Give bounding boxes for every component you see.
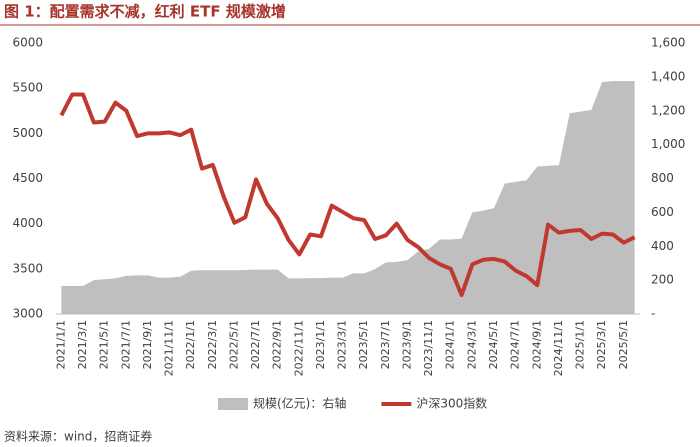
x-tick-label: 2021/1/1 <box>54 320 67 369</box>
x-tick-label: 2024/9/1 <box>530 320 543 369</box>
y-tick-label: 3000 <box>12 307 43 321</box>
x-tick-label: 2025/3/1 <box>595 320 608 369</box>
y2-tick-label: 200 <box>651 273 674 287</box>
x-tick-label: 2021/11/1 <box>163 320 176 376</box>
x-tick-label: 2021/3/1 <box>76 320 89 369</box>
x-tick-label: 2023/5/1 <box>357 320 370 369</box>
x-tick-label: 2022/5/1 <box>227 320 240 369</box>
y-tick-label: 4500 <box>12 171 43 185</box>
x-tick-label: 2025/1/1 <box>574 320 587 369</box>
source-note: 资料来源：wind，招商证券 <box>4 429 152 444</box>
x-tick-label: 2022/9/1 <box>271 320 284 369</box>
x-tick-label: 2021/7/1 <box>119 320 132 369</box>
x-tick-label: 2023/7/1 <box>379 320 392 369</box>
y2-tick-label: 1,400 <box>651 69 685 83</box>
x-tick-label: 2023/11/1 <box>422 320 435 376</box>
x-tick-label: 2022/11/1 <box>292 320 305 376</box>
y2-tick-label: - <box>651 307 655 321</box>
x-tick-label: 2024/5/1 <box>487 320 500 369</box>
x-tick-label: 2024/7/1 <box>509 320 522 369</box>
area <box>61 81 635 314</box>
x-tick-label: 2024/1/1 <box>444 320 457 369</box>
x-tick-label: 2023/3/1 <box>336 320 349 369</box>
x-tick-label: 2024/3/1 <box>465 320 478 369</box>
x-tick-label: 2021/9/1 <box>141 320 154 369</box>
line <box>59 92 636 298</box>
x-tick-label: 2021/5/1 <box>98 320 111 369</box>
y2-tick-label: 400 <box>651 239 674 253</box>
y2-tick-label: 1,000 <box>651 137 685 151</box>
x-tick-label: 2023/1/1 <box>314 320 327 369</box>
x-tick-label: 2024/11/1 <box>552 320 565 376</box>
y-tick-label: 4000 <box>12 216 43 230</box>
y2-tick-label: 1,600 <box>651 36 685 50</box>
y-tick-label: 6000 <box>12 36 43 50</box>
legend-label: 沪深300指数 <box>416 396 487 411</box>
legend-swatch <box>218 398 248 410</box>
chart-title: 图 1：配置需求不减，红利 ETF 规模激增 <box>4 3 286 21</box>
legend-label: 规模(亿元)：右轴 <box>253 396 346 411</box>
y-tick-label: 5000 <box>12 126 43 140</box>
x-tick-label: 2022/1/1 <box>184 320 197 369</box>
y2-tick-label: 600 <box>651 205 674 219</box>
y2-tick-label: 800 <box>651 171 674 185</box>
y2-tick-label: 1,200 <box>651 103 685 117</box>
x-tick-label: 2023/9/1 <box>400 320 413 369</box>
y-tick-label: 5500 <box>12 81 43 95</box>
y-tick-label: 3500 <box>12 261 43 275</box>
x-tick-label: 2022/3/1 <box>206 320 219 369</box>
x-tick-label: 2022/7/1 <box>249 320 262 369</box>
x-tick-label: 2025/5/1 <box>617 320 630 369</box>
